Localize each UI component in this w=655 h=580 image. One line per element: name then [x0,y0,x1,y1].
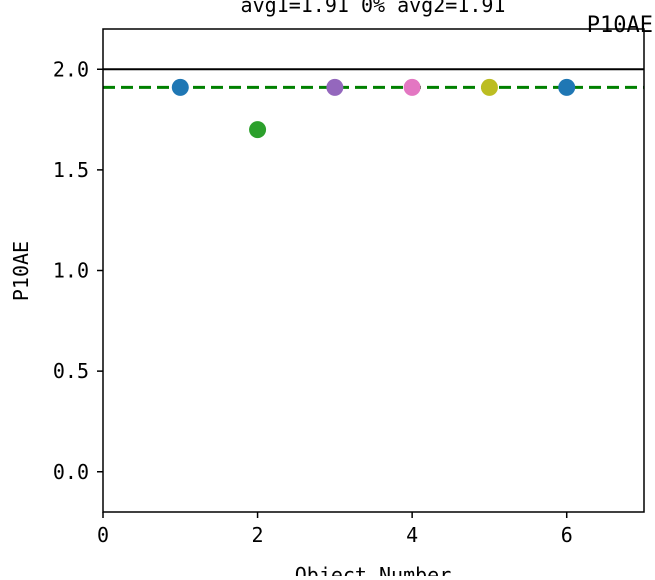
data-point-4 [403,78,421,96]
data-points [171,78,576,139]
y-tick-label: 1.5 [53,158,89,182]
y-tick-label: 2.0 [53,57,89,81]
y-axis-label: P10AE [9,241,33,301]
x-tick-label: 6 [561,523,573,547]
x-tick-label: 4 [406,523,418,547]
reference-lines [103,68,644,89]
y-tick-label: 0.5 [53,359,89,383]
x-axis-label: Object Number [295,563,452,576]
corner-label: P10AE [587,13,653,38]
y-tick-label: 0.0 [53,460,89,484]
data-point-5 [480,78,498,96]
x-axis: 0 2 4 6 [97,512,573,547]
chart-title: avg1=1.91 0% avg2=1.91 [241,0,506,17]
plot-frame [102,28,645,513]
x-tick-label: 0 [97,523,109,547]
x-tick-label: 2 [252,523,264,547]
data-point-2 [249,121,267,139]
data-point-6 [558,78,576,96]
y-axis: 0.0 0.5 1.0 1.5 2.0 [53,57,103,484]
data-point-3 [326,78,344,96]
data-point-1 [171,78,189,96]
y-tick-label: 1.0 [53,259,89,283]
